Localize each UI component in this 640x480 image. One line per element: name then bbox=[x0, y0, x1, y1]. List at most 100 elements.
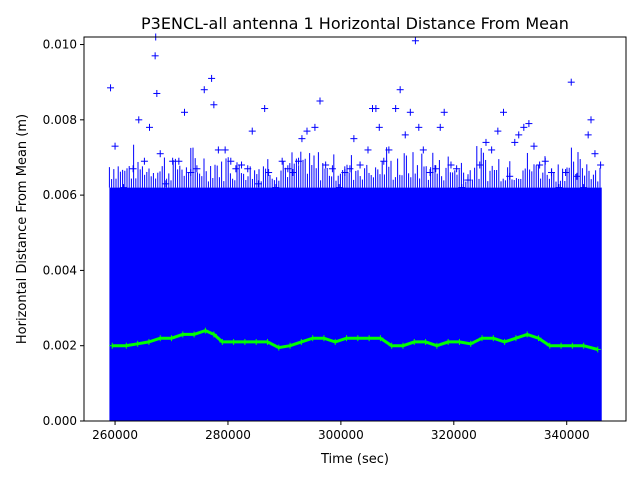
blue-point bbox=[162, 180, 170, 188]
blue-point bbox=[411, 37, 419, 45]
blue-point bbox=[169, 157, 177, 165]
blue-point bbox=[541, 157, 549, 165]
blue-point bbox=[375, 123, 383, 131]
blue-point bbox=[135, 116, 143, 124]
blue-point bbox=[536, 161, 544, 169]
axis-ticks: 260000 280000 300000 320000 340000 0.000 0.002… bbox=[43, 38, 590, 442]
blue-point bbox=[520, 123, 528, 131]
blue-point bbox=[470, 187, 478, 195]
y-axis-label: Horizontal Distance From Mean (m) bbox=[15, 114, 30, 344]
blue-point bbox=[129, 165, 137, 173]
blue-point bbox=[584, 131, 592, 139]
x-axis-label: Time (sec) bbox=[320, 452, 389, 467]
blue-point bbox=[573, 172, 581, 180]
blue-point bbox=[145, 123, 153, 131]
blue-point bbox=[385, 146, 393, 154]
blue-point bbox=[140, 157, 148, 165]
blue-point bbox=[210, 101, 218, 109]
blue-point bbox=[111, 142, 119, 150]
blue-point bbox=[453, 165, 461, 173]
blue-point bbox=[284, 165, 292, 173]
blue-point bbox=[476, 161, 484, 169]
blue-point bbox=[419, 146, 427, 154]
blue-point bbox=[464, 176, 472, 184]
data-points bbox=[107, 33, 605, 353]
blue-point bbox=[406, 108, 414, 116]
blue-point bbox=[221, 146, 229, 154]
blue-point bbox=[591, 150, 599, 158]
x-tick-label: 280000 bbox=[205, 428, 251, 442]
x-tick-label: 340000 bbox=[544, 428, 590, 442]
blue-point bbox=[261, 105, 269, 113]
blue-point bbox=[208, 74, 216, 82]
y-tick-label: 0.008 bbox=[43, 113, 77, 127]
blue-point bbox=[303, 127, 311, 135]
blue-point bbox=[392, 105, 400, 113]
y-tick-label: 0.000 bbox=[43, 414, 77, 428]
blue-point bbox=[415, 123, 423, 131]
blue-band-fill bbox=[109, 187, 602, 421]
blue-point bbox=[175, 157, 183, 165]
blue-point bbox=[525, 120, 533, 128]
blue-point bbox=[515, 131, 523, 139]
blue-point bbox=[107, 84, 115, 92]
blue-dense-band bbox=[108, 144, 602, 421]
y-tick-label: 0.010 bbox=[43, 38, 77, 52]
blue-point bbox=[530, 142, 538, 150]
blue-point bbox=[200, 86, 208, 94]
blue-point bbox=[447, 161, 455, 169]
blue-point bbox=[458, 184, 466, 192]
blue-point bbox=[562, 169, 570, 177]
blue-point bbox=[322, 161, 330, 169]
blue-point bbox=[254, 180, 262, 188]
blue-point bbox=[335, 184, 343, 192]
blue-point bbox=[432, 165, 440, 173]
chart-title: P3ENCL-all antenna 1 Horizontal Distance… bbox=[141, 14, 569, 33]
blue-point bbox=[567, 78, 575, 86]
blue-point bbox=[120, 184, 128, 192]
blue-point bbox=[580, 184, 588, 192]
blue-point bbox=[248, 127, 256, 135]
x-tick-label: 260000 bbox=[92, 428, 138, 442]
blue-point bbox=[180, 108, 188, 116]
y-tick-label: 0.006 bbox=[43, 188, 77, 202]
blue-point bbox=[587, 116, 595, 124]
blue-point bbox=[494, 127, 502, 135]
blue-point bbox=[265, 169, 273, 177]
blue-point bbox=[511, 138, 519, 146]
blue-point bbox=[341, 169, 349, 177]
blue-point bbox=[401, 131, 409, 139]
x-tick-label: 300000 bbox=[318, 428, 364, 442]
blue-point bbox=[436, 123, 444, 131]
blue-point bbox=[316, 97, 324, 105]
green-mean-line bbox=[112, 328, 599, 351]
blue-point bbox=[350, 135, 358, 143]
blue-point bbox=[232, 165, 240, 173]
blue-point bbox=[214, 146, 222, 154]
blue-point bbox=[311, 123, 319, 131]
blue-point bbox=[295, 157, 303, 165]
y-tick-label: 0.002 bbox=[43, 339, 77, 353]
blue-point bbox=[227, 157, 235, 165]
blue-point bbox=[426, 169, 434, 177]
blue-point bbox=[238, 161, 246, 169]
blue-point bbox=[488, 146, 496, 154]
blue-point bbox=[298, 135, 306, 143]
blue-point bbox=[187, 169, 195, 177]
blue-point bbox=[506, 172, 514, 180]
blue-point bbox=[356, 161, 364, 169]
x-tick-label: 320000 bbox=[431, 428, 477, 442]
blue-point bbox=[372, 105, 380, 113]
blue-point bbox=[244, 165, 252, 173]
blue-point bbox=[151, 52, 159, 60]
y-tick-label: 0.004 bbox=[43, 263, 77, 277]
blue-point bbox=[153, 89, 161, 97]
blue-point bbox=[597, 161, 605, 169]
blue-point bbox=[364, 146, 372, 154]
blue-point bbox=[396, 86, 404, 94]
blue-point bbox=[156, 150, 164, 158]
blue-point bbox=[328, 165, 336, 173]
blue-point bbox=[278, 157, 286, 165]
blue-point bbox=[193, 165, 201, 173]
blue-point bbox=[272, 184, 280, 192]
